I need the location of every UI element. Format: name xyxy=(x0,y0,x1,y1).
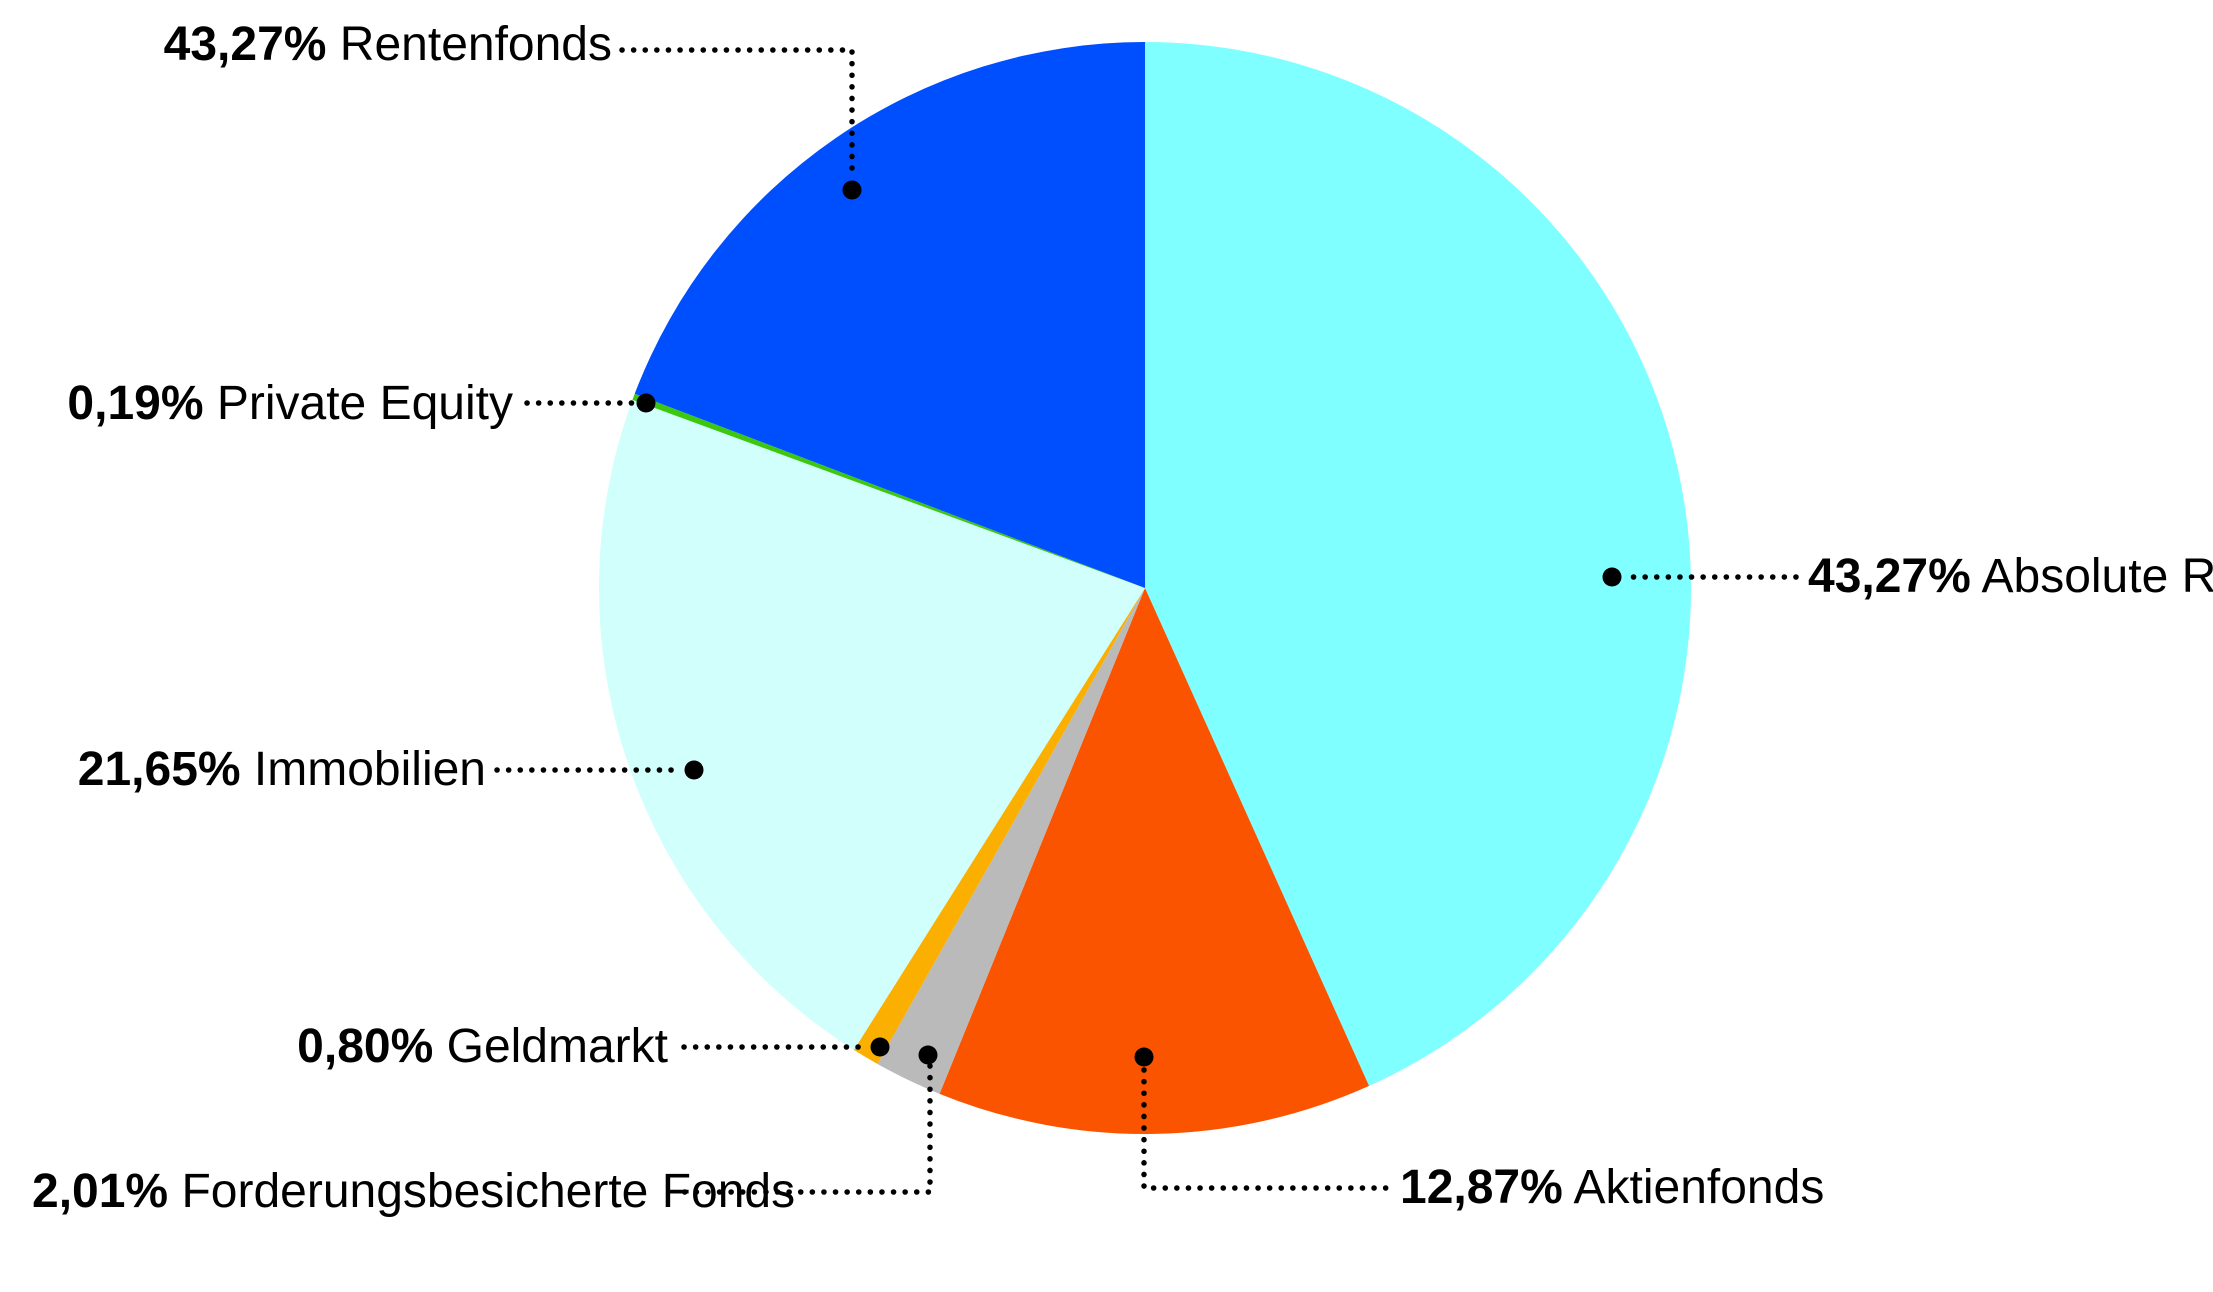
callout-name: Immobilien xyxy=(253,743,486,796)
callout-value: 0,19% xyxy=(67,377,204,430)
pie-slice-geldmarkt xyxy=(853,588,1145,1064)
leader-line-rentenfonds xyxy=(619,47,855,179)
callout-name: Forderungsbesicherte Fonds xyxy=(181,1165,796,1218)
callout-value: 21,65% xyxy=(77,743,241,796)
callout-value: 2,01% xyxy=(32,1165,169,1218)
leader-dot-immobilien xyxy=(684,760,704,780)
callout-private-equity: 0,19% Private Equity xyxy=(67,373,513,435)
callout-immobilien: 21,65% Immobilien xyxy=(78,739,486,801)
callout-value: 43,27% xyxy=(1808,550,1971,603)
pie-slice-private-equity xyxy=(632,393,1145,588)
pie-slice-aktienfonds xyxy=(939,588,1370,1134)
pie-slice-absolute-return xyxy=(1145,42,1692,1086)
callout-forderungsbesicherte-fonds: 2,01% Forderungsbesicherte Fonds xyxy=(32,1161,864,1223)
callout-geldmarkt: 0,80% Geldmarkt xyxy=(297,1016,668,1078)
callout-name: Private Equity xyxy=(216,377,513,430)
callout-name: Geldmarkt xyxy=(446,1020,668,1073)
leader-dot-geldmarkt xyxy=(870,1037,890,1057)
leader-dot-rentenfonds xyxy=(842,180,862,200)
pie-slice-rentenfonds xyxy=(634,41,1145,588)
leader-line-aktienfonds xyxy=(1141,1067,1393,1191)
pie-slice-immobilien xyxy=(598,399,1145,1050)
callout-name: Absolute Return xyxy=(1981,550,2213,603)
leader-dot-absolute-return xyxy=(1602,567,1622,587)
callout-value: 43,27% xyxy=(163,18,327,71)
callout-value: 12,87% xyxy=(1400,1161,1563,1214)
callout-name: Aktienfonds xyxy=(1573,1161,1825,1214)
leader-dot-aktienfonds xyxy=(1134,1047,1154,1067)
callout-value: 0,80% xyxy=(297,1020,434,1073)
callout-aktienfonds: 12,87% Aktienfonds xyxy=(1400,1157,1824,1219)
pie-slice-forderungsbesicherte-fonds xyxy=(877,588,1145,1094)
callout-name: Rentenfonds xyxy=(339,18,612,71)
leader-line-forderungsbesicherte-fonds xyxy=(675,1063,933,1195)
leader-dot-private-equity xyxy=(636,393,656,413)
callout-absolute-return: 43,27% Absolute Return xyxy=(1808,546,2213,608)
leader-dot-forderungsbesicherte-fonds xyxy=(918,1045,938,1065)
callout-rentenfonds: 43,27% Rentenfonds xyxy=(164,14,612,76)
